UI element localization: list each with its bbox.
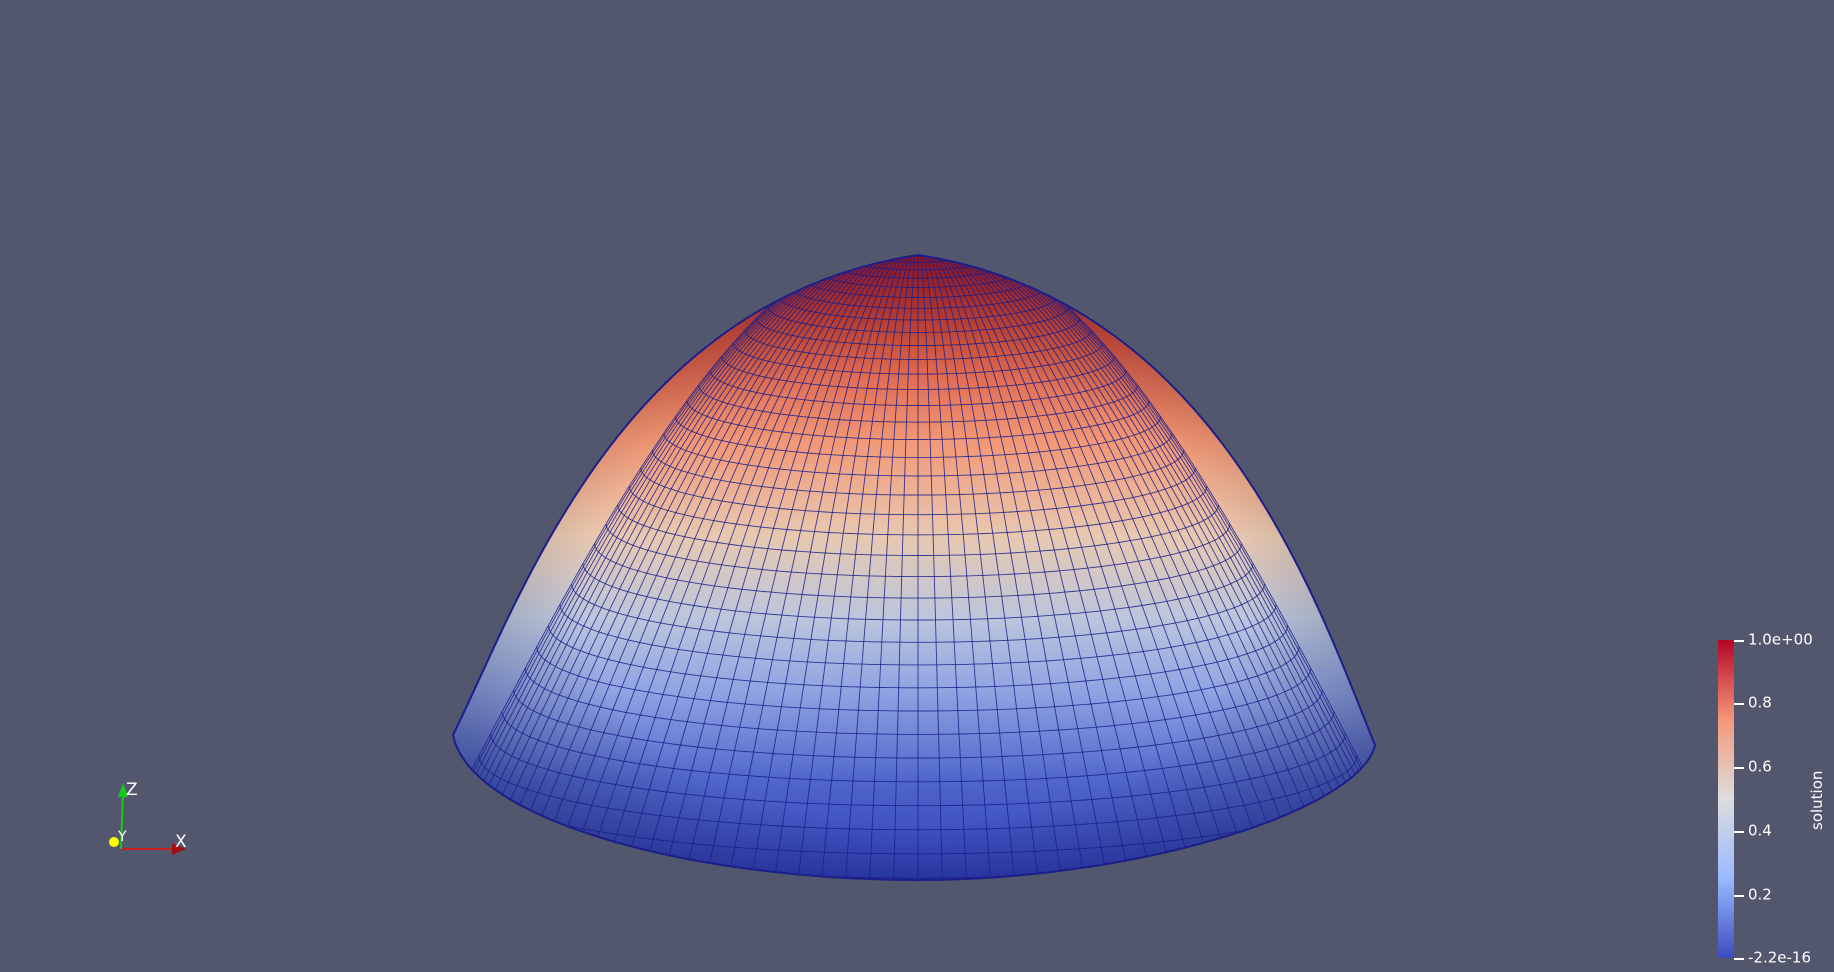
mesh-meridian-line bbox=[845, 255, 919, 878]
mesh-meridian-line bbox=[729, 255, 919, 872]
color-legend-bar[interactable] bbox=[1718, 640, 1734, 958]
legend-tick-mark bbox=[1734, 895, 1744, 897]
mesh-meridian-line bbox=[917, 255, 1375, 805]
dome-outline bbox=[451, 253, 1377, 882]
mesh-dome bbox=[451, 235, 1377, 882]
mesh-meridian-line bbox=[917, 255, 991, 878]
mesh-meridian-line bbox=[821, 255, 919, 877]
mesh-meridian-line bbox=[869, 255, 919, 878]
legend-title: solution bbox=[1808, 770, 1826, 830]
mesh-meridian-line bbox=[917, 255, 967, 878]
mesh-meridian-line bbox=[774, 255, 919, 875]
mesh-meridian-line bbox=[707, 255, 919, 870]
mesh-ring-line bbox=[872, 242, 964, 250]
mesh-ring-line bbox=[883, 239, 952, 245]
legend-tick-mark bbox=[1734, 958, 1744, 960]
mesh-meridian-line bbox=[751, 255, 919, 873]
mesh-meridian-line bbox=[917, 255, 1129, 870]
legend-tick-label: 0.2 bbox=[1748, 885, 1772, 904]
legend-tick-mark bbox=[1734, 640, 1744, 642]
dome-shade bbox=[453, 255, 1375, 880]
legend-tick-label: 0.8 bbox=[1748, 693, 1772, 712]
z-axis-line bbox=[120, 789, 124, 850]
legend-tick-label: 0.4 bbox=[1748, 821, 1772, 840]
mesh-meridian-line bbox=[917, 255, 1085, 873]
legend-tick-label: 0.6 bbox=[1748, 757, 1772, 776]
mesh-meridian-line bbox=[797, 255, 919, 876]
mesh-meridian-line bbox=[917, 255, 1107, 872]
x-axis-arrow-icon bbox=[172, 843, 186, 855]
mesh-meridian-line bbox=[455, 255, 919, 801]
legend-tick-mark bbox=[1734, 767, 1744, 769]
mesh-meridian-line bbox=[665, 255, 919, 866]
mesh-meridian-line bbox=[893, 255, 919, 878]
legend-tick-mark bbox=[1734, 831, 1744, 833]
mesh-meridian-line bbox=[686, 255, 919, 868]
legend-tick-label-min: -2.2e-16 bbox=[1748, 948, 1811, 967]
mesh-meridian-line bbox=[917, 255, 943, 878]
mesh-meridian-line bbox=[917, 255, 1062, 875]
mesh-meridian-line bbox=[917, 255, 1171, 866]
legend-tick-label-max: 1.0e+00 bbox=[1748, 630, 1813, 649]
orientation-axes-widget bbox=[109, 783, 186, 855]
y-axis-dot-icon bbox=[109, 837, 119, 847]
mesh-ring-line bbox=[895, 237, 941, 241]
mesh-meridian-line bbox=[917, 255, 1150, 868]
z-axis-label: Z bbox=[126, 780, 138, 800]
y-axis-label: Y bbox=[118, 829, 127, 845]
x-axis-label: X bbox=[175, 832, 187, 852]
mesh-meridian-line bbox=[917, 255, 1015, 877]
mesh-meridian-line bbox=[917, 255, 1375, 801]
legend-tick-mark bbox=[1734, 703, 1744, 705]
mesh-ring-line bbox=[907, 235, 930, 237]
mesh-meridian-line bbox=[456, 255, 919, 805]
mesh-meridian-line bbox=[917, 255, 1039, 876]
z-axis-arrow-icon bbox=[118, 783, 128, 797]
